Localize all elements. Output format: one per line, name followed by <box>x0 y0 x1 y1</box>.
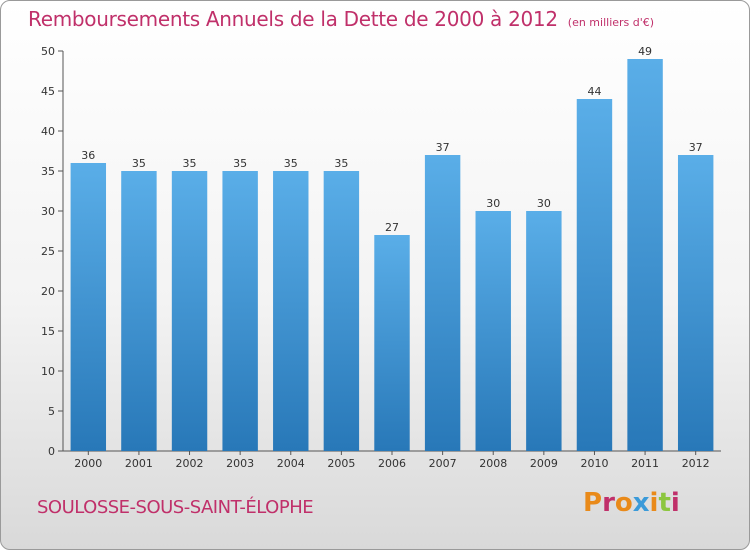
bar <box>70 163 107 451</box>
x-tick-label: 2003 <box>226 457 254 470</box>
x-tick-label: 2000 <box>74 457 102 470</box>
logo-letter: i <box>649 488 659 518</box>
logo-letter: x <box>632 488 650 518</box>
title-text: Remboursements Annuels de la Dette de 20… <box>28 7 558 31</box>
bar <box>374 235 410 451</box>
x-tick-label: 2005 <box>327 457 355 470</box>
bar <box>121 171 157 451</box>
x-tick-label: 2011 <box>631 457 659 470</box>
y-tick-label: 20 <box>41 285 55 298</box>
logo-letter: t <box>658 488 671 518</box>
bar-value-label: 36 <box>81 149 95 162</box>
x-tick-label: 2012 <box>682 457 710 470</box>
x-tick-label: 2010 <box>580 457 608 470</box>
y-tick-label: 0 <box>48 445 55 458</box>
logo-letter: o <box>614 488 633 518</box>
x-tick-label: 2002 <box>176 457 204 470</box>
bar-value-label: 35 <box>132 157 146 170</box>
y-tick-label: 30 <box>41 205 55 218</box>
bar <box>576 99 613 451</box>
bar <box>222 171 258 451</box>
x-tick-label: 2009 <box>530 457 558 470</box>
y-tick-label: 45 <box>41 85 55 98</box>
x-tick-label: 2007 <box>429 457 457 470</box>
y-tick-label: 50 <box>41 45 55 58</box>
bar <box>171 171 208 451</box>
bar-value-label: 27 <box>385 221 399 234</box>
bar <box>323 171 360 451</box>
y-tick-label: 10 <box>41 365 55 378</box>
chart-subtitle: (en milliers d'€) <box>567 16 655 29</box>
logo-letter: P <box>583 488 603 518</box>
proxiti-logo: Proxiti <box>583 488 680 518</box>
bar <box>526 211 562 451</box>
bar-value-label: 44 <box>587 85 601 98</box>
bar-value-label: 35 <box>334 157 348 170</box>
bar-value-label: 30 <box>537 197 551 210</box>
y-tick-label: 5 <box>48 405 55 418</box>
bar <box>677 155 714 451</box>
x-tick-label: 2004 <box>277 457 305 470</box>
chart-title: Remboursements Annuels de la Dette de 20… <box>28 7 654 31</box>
logo-letter: r <box>602 488 615 518</box>
bar <box>273 171 309 451</box>
x-tick-label: 2001 <box>125 457 153 470</box>
city-name: SOULOSSE-SOUS-SAINT-ÉLOPHE <box>37 497 314 518</box>
y-tick-label: 25 <box>41 245 55 258</box>
bar-value-label: 37 <box>689 141 703 154</box>
bar <box>627 59 663 451</box>
bar <box>424 155 461 451</box>
x-tick-label: 2008 <box>479 457 507 470</box>
logo-letter: i <box>670 488 680 518</box>
x-tick-label: 2006 <box>378 457 406 470</box>
y-tick-label: 35 <box>41 165 55 178</box>
bar-value-label: 37 <box>436 141 450 154</box>
y-tick-label: 40 <box>41 125 55 138</box>
bar-value-label: 35 <box>284 157 298 170</box>
y-tick-label: 15 <box>41 325 55 338</box>
bar-value-label: 35 <box>183 157 197 170</box>
bar-value-label: 30 <box>486 197 500 210</box>
bar-value-label: 49 <box>638 45 652 58</box>
bar-value-label: 35 <box>233 157 247 170</box>
bar <box>475 211 511 451</box>
